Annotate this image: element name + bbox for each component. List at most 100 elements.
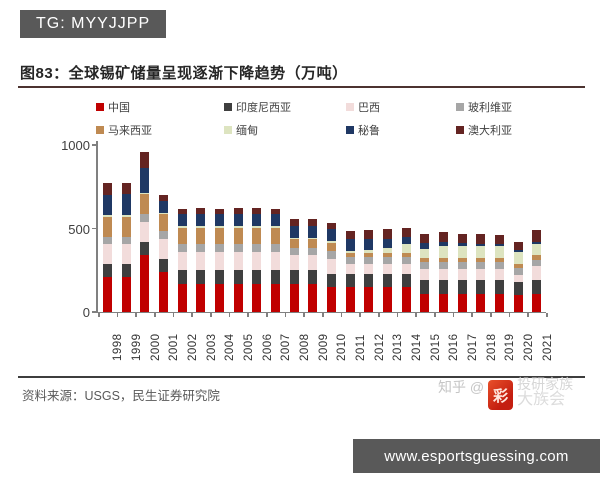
x-axis-tick — [452, 313, 455, 317]
website-url-bar[interactable]: www.esportsguessing.com — [353, 439, 600, 473]
bar-segment — [438, 268, 448, 281]
bar-segment — [177, 214, 187, 227]
watermark-name: 投研家族 大族会 — [517, 376, 574, 408]
tg-channel-badge: TG: MYYJJPP — [20, 10, 167, 38]
x-axis-tick — [154, 313, 156, 317]
bar-segment — [457, 246, 467, 258]
bar-segment — [382, 257, 392, 264]
bar-segment — [401, 237, 411, 244]
bar-2015 — [420, 233, 430, 312]
watermark-line2: 大族会 — [517, 391, 566, 408]
bar-2003 — [196, 207, 206, 312]
bar-segment — [438, 246, 448, 258]
bar-segment — [252, 270, 262, 284]
bar-segment — [177, 244, 187, 252]
x-axis-tick — [415, 313, 417, 317]
bar-segment — [532, 255, 542, 260]
x-axis-tick — [303, 313, 305, 317]
bar-segment — [140, 214, 150, 222]
x-label-2004: 2004 — [224, 333, 237, 361]
bar-segment — [196, 207, 206, 214]
x-axis-tick — [471, 313, 473, 317]
bar-segment — [476, 234, 486, 244]
x-axis-tick — [284, 313, 287, 317]
legend-label: 印度尼西亚 — [236, 102, 291, 114]
x-axis-tick — [546, 313, 548, 317]
x-label-2008: 2008 — [299, 333, 311, 361]
bar-segment — [457, 293, 467, 312]
bar-segment — [289, 225, 299, 238]
bar-segment — [252, 213, 262, 227]
bar-segment — [102, 183, 112, 196]
bar-segment — [121, 216, 131, 237]
x-axis-tick — [527, 313, 529, 317]
title-divider — [18, 86, 585, 88]
bar-segment — [308, 219, 318, 227]
bar-segment — [289, 283, 299, 312]
x-axis-tick — [116, 313, 119, 317]
watermark-prefix: 知乎 @ — [438, 379, 485, 395]
x-axis-tick — [340, 313, 343, 317]
x-axis-tick — [98, 313, 100, 317]
x-label-2010: 2010 — [336, 333, 349, 361]
bar-segment — [532, 259, 542, 267]
y-axis-tick — [92, 144, 97, 146]
bar-segment — [420, 268, 430, 281]
bar-2012 — [364, 229, 374, 312]
x-axis-tick — [228, 313, 231, 317]
bar-segment — [233, 227, 243, 245]
x-axis-tick — [434, 313, 436, 317]
bar-segment — [196, 283, 206, 312]
bar-segment — [457, 261, 467, 269]
bar-segment — [270, 283, 280, 312]
plot-area — [98, 145, 546, 312]
watermark-line1: 投研家族 — [517, 376, 574, 392]
bar-segment — [140, 167, 150, 193]
legend-label: 缅甸 — [236, 125, 258, 137]
x-axis-tick — [172, 313, 175, 317]
bar-segment — [177, 270, 187, 284]
bar-segment — [382, 273, 392, 287]
y-label-0: 0 — [82, 305, 90, 320]
bar-segment — [270, 214, 280, 227]
bar-2006 — [252, 207, 262, 312]
bar-segment — [401, 243, 411, 253]
bar-segment — [532, 293, 542, 312]
bar-segment — [513, 274, 523, 282]
bar-segment — [476, 280, 486, 294]
bar-segment — [494, 280, 504, 294]
bar-segment — [289, 255, 299, 271]
bar-2007 — [270, 208, 280, 312]
bar-segment — [345, 251, 355, 253]
bar-segment — [345, 286, 355, 312]
x-axis-tick — [191, 313, 193, 317]
x-axis — [96, 311, 546, 313]
legend-swatch — [346, 126, 354, 134]
bar-segment — [289, 219, 299, 226]
bar-segment — [420, 293, 430, 312]
bar-2013 — [382, 229, 392, 312]
bar-2021 — [532, 230, 542, 312]
bar-segment — [233, 226, 243, 228]
bar-segment — [158, 238, 168, 259]
legend-label: 澳大利亚 — [468, 125, 512, 137]
legend-item-4: 马来西亚 — [96, 122, 224, 138]
bar-segment — [196, 251, 206, 271]
bar-segment — [289, 247, 299, 256]
legend-item-0: 中国 — [96, 99, 224, 115]
bar-2005 — [233, 207, 243, 312]
bar-segment — [457, 243, 467, 247]
bar-segment — [140, 221, 150, 242]
bar-segment — [214, 270, 224, 284]
bar-segment — [364, 263, 374, 274]
x-label-2001: 2001 — [168, 333, 181, 361]
bar-segment — [252, 227, 262, 245]
x-axis-tick — [396, 313, 399, 317]
bar-segment — [326, 258, 336, 274]
bar-segment — [476, 246, 486, 258]
legend-swatch — [224, 126, 232, 134]
bar-segment — [233, 213, 243, 227]
bar-segment — [364, 239, 374, 250]
bar-2010 — [326, 222, 336, 312]
bar-segment — [252, 244, 262, 252]
